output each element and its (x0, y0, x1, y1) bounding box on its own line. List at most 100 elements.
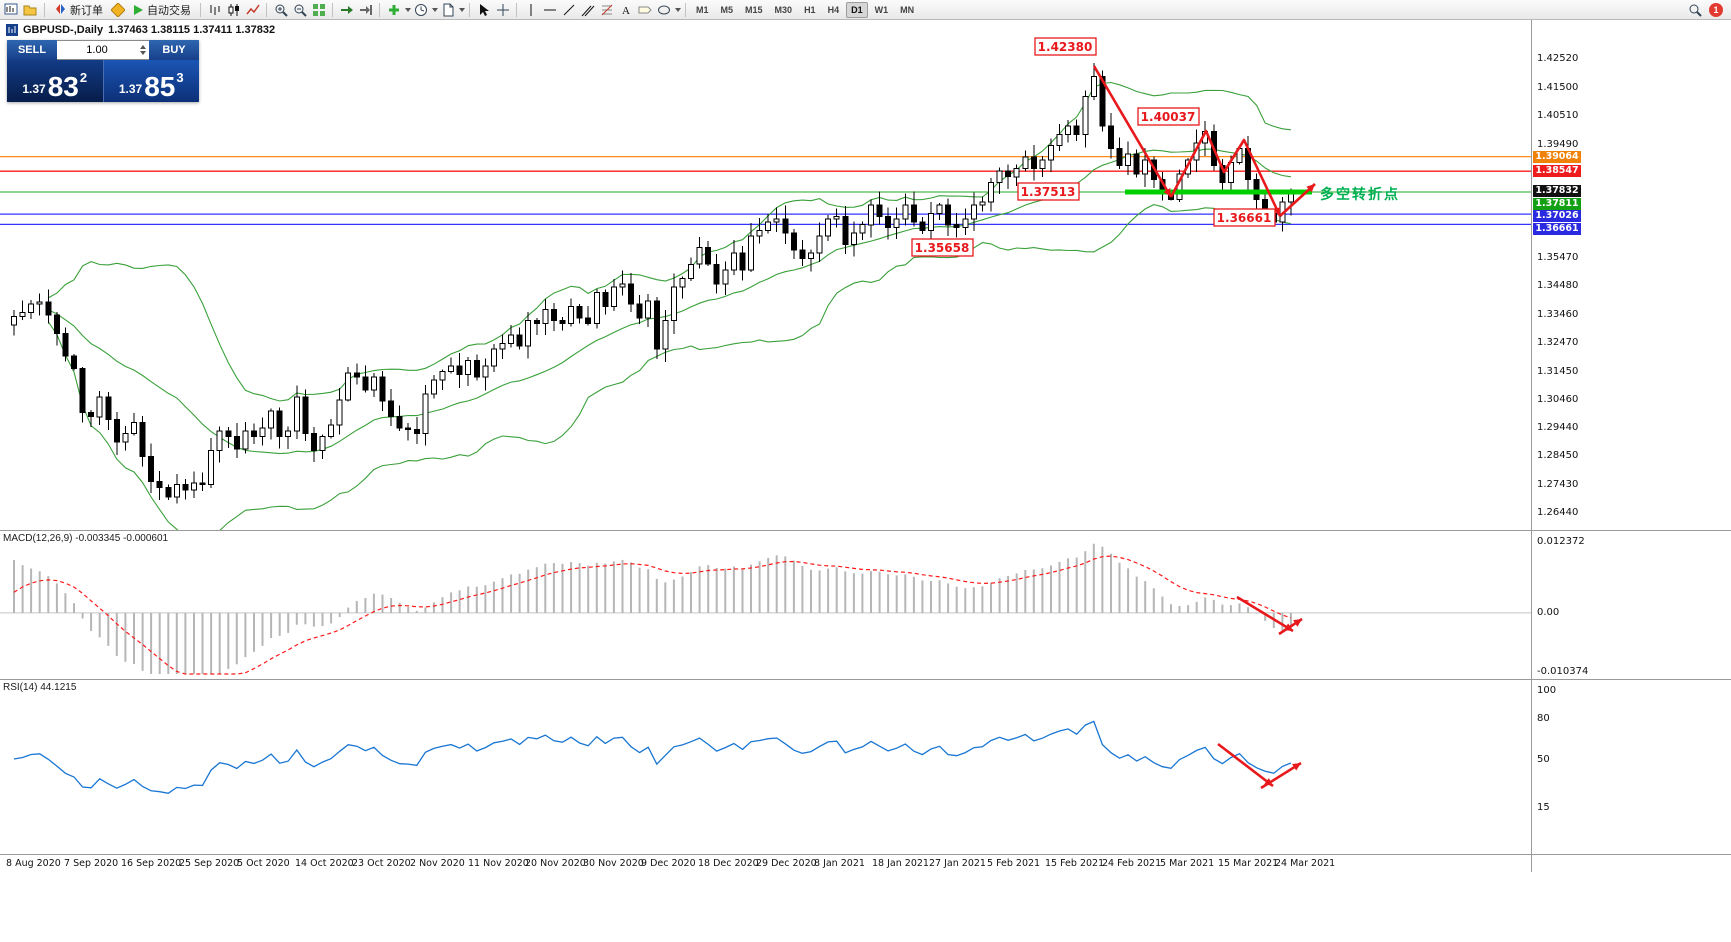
rsi-axis-label: 80 (1537, 713, 1550, 724)
equidistant-channel-icon[interactable] (578, 1, 597, 18)
rsi-canvas[interactable] (0, 680, 1531, 855)
buy-header-button[interactable]: BUY (149, 40, 199, 60)
date-label: 27 Jan 2021 (929, 858, 986, 869)
text-icon[interactable]: A (616, 1, 635, 18)
date-label: 5 Feb 2021 (987, 858, 1041, 869)
horizontal-line-icon[interactable] (540, 1, 559, 18)
price-tick: 1.35470 (1537, 252, 1579, 263)
vertical-line-icon[interactable] (521, 1, 540, 18)
date-label: 18 Dec 2020 (698, 858, 759, 869)
sell-price-prefix: 1.37 (22, 82, 46, 96)
date-label: 5 Mar 2021 (1160, 858, 1215, 869)
toolbar-divider (379, 2, 380, 17)
bar-chart-icon[interactable] (205, 1, 224, 18)
autotrading-icon (134, 4, 143, 15)
indicators-dropdown-caret[interactable] (405, 7, 411, 12)
cursor-icon[interactable] (474, 1, 493, 18)
timeframe-d1[interactable]: D1 (846, 1, 868, 18)
date-label: 9 Dec 2020 (641, 858, 696, 869)
text-label-icon[interactable] (635, 1, 654, 18)
price-tick: 1.29440 (1537, 422, 1579, 433)
main-chart-canvas[interactable]: 1.42380 1.40037 1.37513 1.36661 1.35658 (0, 20, 1531, 531)
price-annotation[interactable]: 1.42380 (1034, 37, 1097, 56)
date-label: 30 Nov 2020 (583, 858, 644, 869)
tile-windows-icon[interactable] (309, 1, 328, 18)
timeframe-m15[interactable]: M15 (745, 4, 763, 15)
price-tick: 1.31450 (1537, 366, 1579, 377)
indicators-icon[interactable] (384, 1, 403, 18)
date-label: 16 Sep 2020 (121, 858, 182, 869)
svg-text:1.35658: 1.35658 (915, 241, 970, 255)
price-badge: 1.37832 (1533, 185, 1581, 197)
shapes-dropdown-caret[interactable] (675, 7, 681, 12)
price-tick: 1.39490 (1537, 139, 1579, 150)
fibonacci-icon[interactable] (597, 1, 616, 18)
date-label: 14 Oct 2020 (295, 858, 354, 869)
timeframe-h4[interactable]: H4 (827, 4, 840, 15)
line-chart-icon[interactable] (243, 1, 262, 18)
zoom-out-icon[interactable] (290, 1, 309, 18)
date-label: 29 Dec 2020 (756, 858, 817, 869)
notification-badge[interactable]: 1 (1709, 2, 1723, 17)
price-annotation[interactable]: 1.37513 (1017, 182, 1080, 201)
toolbar-divider (266, 2, 267, 17)
timeframe-m1[interactable]: M1 (696, 4, 709, 15)
shapes-icon[interactable] (654, 1, 673, 18)
timeframe-w1[interactable]: W1 (874, 4, 889, 15)
svg-text:1.42380: 1.42380 (1038, 40, 1093, 54)
price-tick: 1.33460 (1537, 309, 1579, 320)
autotrading-button[interactable]: 自动交易 (127, 1, 196, 18)
pane-separator[interactable] (0, 679, 1731, 680)
price-annotation[interactable]: 1.40037 (1137, 107, 1200, 126)
trendline-icon[interactable] (559, 1, 578, 18)
templates-icon[interactable] (438, 1, 457, 18)
sell-header-button[interactable]: SELL (7, 40, 57, 60)
toolbar-divider (332, 2, 333, 17)
date-label: 15 Feb 2021 (1045, 858, 1105, 869)
periods-icon[interactable] (411, 1, 430, 18)
volume-input[interactable] (57, 44, 137, 56)
new-chart-icon[interactable] (2, 1, 21, 18)
profiles-icon[interactable] (21, 1, 40, 18)
rsi-axis-label: 50 (1537, 754, 1550, 765)
chart-icon (6, 24, 18, 36)
svg-text:1.40037: 1.40037 (1141, 110, 1196, 124)
svg-text:1.36661: 1.36661 (1217, 211, 1272, 225)
templates-dropdown-caret[interactable] (459, 7, 465, 12)
date-label: 8 Aug 2020 (6, 858, 61, 869)
price-tick: 1.32470 (1537, 337, 1579, 348)
timeframe-h1[interactable]: H1 (804, 4, 816, 15)
sell-price-button[interactable]: 1.37 83 2 (7, 60, 104, 102)
timeframe-m30[interactable]: M30 (774, 4, 793, 15)
macd-canvas[interactable] (0, 531, 1531, 680)
timeframe-m5[interactable]: M5 (720, 4, 734, 15)
zoom-in-icon[interactable] (271, 1, 290, 18)
pane-separator[interactable] (0, 530, 1731, 531)
price-annotation[interactable]: 1.36661 (1213, 208, 1276, 227)
price-badge: 1.37026 (1533, 210, 1581, 222)
rsi-axis-label: 100 (1537, 685, 1557, 696)
chart-shift-icon[interactable] (356, 1, 375, 18)
periods-dropdown-caret[interactable] (432, 7, 438, 12)
toolbar-divider (200, 2, 201, 17)
date-label: 25 Sep 2020 (179, 858, 240, 869)
price-badge: 1.37811 (1533, 198, 1581, 210)
candlestick-chart-icon[interactable] (224, 1, 243, 18)
search-icon[interactable] (1685, 1, 1704, 18)
price-annotation[interactable]: 1.35658 (911, 238, 974, 257)
auto-scroll-icon[interactable] (337, 1, 356, 18)
metaeditor-icon[interactable] (108, 1, 127, 18)
new-order-button[interactable]: 新订单 (49, 1, 108, 18)
buy-price-button[interactable]: 1.37 85 3 (103, 60, 199, 102)
buy-price-sup: 3 (176, 70, 184, 85)
price-tick: 1.30460 (1537, 394, 1579, 405)
price-tick: 1.34480 (1537, 280, 1579, 291)
timeframe-mn[interactable]: MN (900, 4, 915, 15)
crosshair-icon[interactable] (493, 1, 512, 18)
price-tick: 1.40510 (1537, 110, 1579, 121)
macd-axis-label: -0.010374 (1537, 666, 1589, 677)
date-label: 20 Nov 2020 (525, 858, 586, 869)
price-tick: 1.26440 (1537, 507, 1579, 518)
volume-stepper[interactable] (137, 45, 149, 55)
